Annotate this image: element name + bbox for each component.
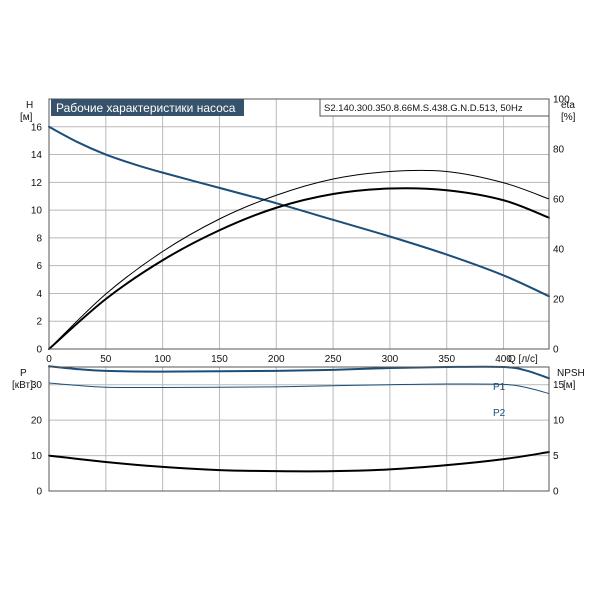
top-tick-labels: 0 50 100 150 200 250 300 350 400 0 2 4 6 8 10 12 14 16 0 20…: [31, 95, 570, 366]
model-label: S2.140.300.350.8.66M.S.438.G.N.D.513, 50…: [324, 103, 523, 114]
left-axis-unit-head: [м]: [20, 112, 33, 123]
head-efficiency-panel: Рабочие характеристики насоса S2.140.300…: [20, 95, 576, 366]
bottom-tick-labels: 0 10 20 30 0 5 10 15: [31, 380, 565, 497]
x-tick-label: 50: [100, 354, 112, 365]
series-label-p2: P2: [493, 408, 506, 419]
efficiency-curve-lower: [48, 187, 550, 350]
x-tick-label: 350: [438, 354, 455, 365]
chart-title: Рабочие характеристики насоса: [56, 101, 236, 115]
right-axis-label-eta: eta: [561, 100, 575, 111]
model-box: [319, 98, 550, 117]
y-right-tick-label: 5: [553, 451, 559, 462]
top-plot-frame: [48, 98, 550, 350]
npsh-curve: [48, 451, 550, 473]
y-left-tick-label: 6: [36, 261, 42, 272]
x-tick-label: 400: [495, 354, 512, 365]
x-tick-label: 300: [382, 354, 399, 365]
x-tick-label: 150: [211, 354, 228, 365]
y-left-tick-label: 2: [36, 317, 42, 328]
y-left-tick-label: 0: [36, 345, 42, 356]
y-right-tick-label: 60: [553, 195, 565, 206]
y-right-tick-label: 10: [553, 416, 565, 427]
y-left-tick-label: 14: [31, 150, 43, 161]
y-left-tick-label: 16: [31, 122, 43, 133]
chart-title-box: [51, 99, 244, 116]
left-axis-unit-power: [кВт]: [12, 380, 33, 391]
right-axis-unit-eta: [%]: [561, 112, 576, 123]
efficiency-curve-upper: [48, 169, 550, 350]
y-right-tick-label: 0: [553, 487, 559, 498]
bottom-plot-frame: [48, 366, 550, 492]
y-left-tick-label: 12: [31, 178, 43, 189]
y-right-tick-label: 80: [553, 145, 565, 156]
power-npsh-panel: P [кВт] NPSH [м] P1 P2 0 10 20 30 0 5 10 15: [12, 365, 585, 498]
y-right-tick-label: 15: [553, 380, 565, 391]
left-axis-label-head: H: [26, 100, 33, 111]
x-tick-label: 200: [268, 354, 285, 365]
y-left-tick-label: 10: [31, 206, 43, 217]
series-label-p1: P1: [493, 382, 506, 393]
y-right-tick-label: 0: [553, 345, 559, 356]
y-right-tick-label: 100: [553, 95, 570, 106]
x-axis-label: Q [л/с]: [508, 354, 538, 365]
top-grid: [48, 99, 549, 350]
x-tick-label: 250: [325, 354, 342, 365]
right-axis-unit-npsh: [м]: [563, 380, 576, 391]
y-left-tick-label: 4: [36, 289, 42, 300]
y-left-tick-label: 10: [31, 451, 43, 462]
y-right-tick-label: 40: [553, 245, 565, 256]
power-p2-curve: [48, 382, 550, 395]
left-axis-label-power: P: [20, 368, 27, 379]
right-axis-label-npsh: NPSH: [557, 368, 585, 379]
y-left-tick-label: 20: [31, 416, 43, 427]
y-left-tick-label: 30: [31, 380, 43, 391]
x-tick-label: 0: [46, 354, 52, 365]
top-series-group: [48, 125, 550, 350]
y-left-tick-label: 8: [36, 233, 42, 244]
bottom-grid: [48, 367, 549, 492]
y-left-tick-label: 0: [36, 487, 42, 498]
y-right-tick-label: 20: [553, 295, 565, 306]
x-tick-label: 100: [154, 354, 171, 365]
power-p1-curve: [48, 365, 550, 380]
head-curve: [48, 125, 550, 298]
